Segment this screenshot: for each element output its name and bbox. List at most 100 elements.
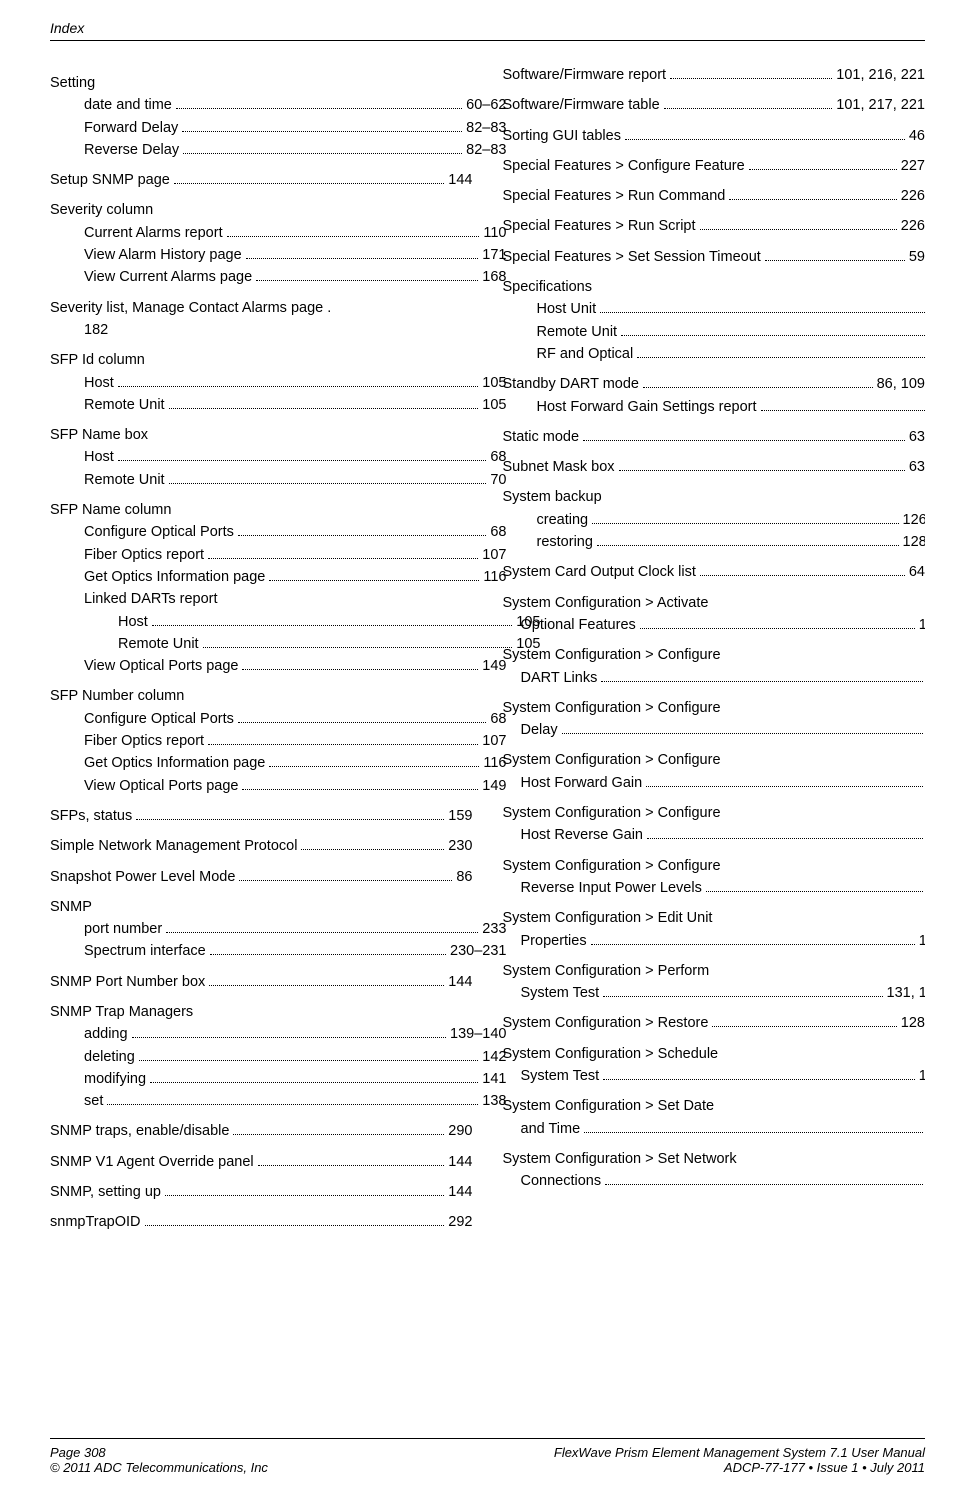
index-heading: SNMP	[50, 897, 473, 917]
index-entry-label: Reverse Delay	[84, 140, 179, 160]
leader-dots	[246, 248, 479, 259]
index-entry: System Test 131, 137	[503, 983, 926, 1003]
index-entry-label: Optional Features	[521, 615, 636, 635]
index-entry: System Configuration > Configure	[503, 645, 926, 665]
index-entry: SNMP traps, enable/disable290	[50, 1121, 473, 1141]
leader-dots	[664, 98, 833, 109]
leader-dots	[749, 159, 897, 170]
leader-dots	[242, 659, 478, 670]
index-heading: Severity column	[50, 200, 473, 220]
index-entry-label: Remote Unit	[84, 395, 165, 415]
index-entry-label: Host Forward Gain	[521, 773, 643, 793]
index-entry-page: 131, 137	[887, 983, 925, 1003]
index-entry-label: DART Links	[521, 668, 598, 688]
leader-dots	[233, 1124, 444, 1135]
leader-dots	[238, 525, 486, 536]
index-entry: SFPs, status159	[50, 806, 473, 826]
index-entry: View Optical Ports page149	[50, 776, 507, 796]
index-entry: Get Optics Information page116	[50, 567, 507, 587]
leader-dots	[169, 398, 479, 409]
leader-dots	[603, 1069, 915, 1080]
index-entry-label: Current Alarms report	[84, 223, 223, 243]
index-entry: Host Reverse Gain88	[503, 825, 926, 845]
leader-dots	[132, 1027, 447, 1038]
index-entry: Host Forward Gain86	[503, 773, 926, 793]
leader-dots	[176, 98, 462, 109]
index-entry-label: Configure Optical Ports	[84, 709, 234, 729]
leader-dots	[227, 226, 480, 237]
index-entry-page: 128–130	[903, 532, 925, 552]
index-entry: adding139–140	[50, 1024, 507, 1044]
index-entry-page: 86, 109	[877, 374, 925, 394]
index-entry-label: port number	[84, 919, 162, 939]
index-entry-label: set	[84, 1091, 103, 1111]
index-entry-page: 135	[919, 1066, 925, 1086]
leader-dots	[637, 347, 925, 358]
leader-dots	[625, 128, 905, 139]
index-entry-page: 82–83	[466, 140, 506, 160]
leader-dots	[643, 377, 873, 388]
leader-dots	[150, 1072, 478, 1083]
index-entry: System Configuration > Activate	[503, 593, 926, 613]
leader-dots	[107, 1094, 478, 1105]
index-entry-label: Setup SNMP page	[50, 170, 170, 190]
index-entry: Host Forward Gain Settings report108	[503, 397, 926, 417]
index-entry-label: RF and Optical	[537, 344, 634, 364]
index-entry: Software/Firmware report101, 216, 221	[503, 65, 926, 85]
index-entry: System Configuration > Set Date	[503, 1096, 926, 1116]
index-entry-page: 139–140	[450, 1024, 506, 1044]
index-entry: Software/Firmware table101, 217, 221	[503, 95, 926, 115]
leader-dots	[145, 1215, 445, 1226]
index-entry: System Card Output Clock list 64	[503, 562, 926, 582]
leader-dots	[203, 637, 513, 648]
index-entry-label: View Optical Ports page	[84, 776, 238, 796]
index-entry: Reverse Delay 82–83	[50, 140, 507, 160]
index-entry-page: 86	[456, 867, 472, 887]
index-entry: deleting142	[50, 1047, 507, 1067]
index-entry-label: Host	[118, 612, 148, 632]
index-entry: System Configuration > Restore128	[503, 1013, 926, 1033]
index-entry: View Current Alarms page168	[50, 267, 507, 287]
leader-dots	[210, 944, 446, 955]
index-entry-label: SFPs, status	[50, 806, 132, 826]
leader-dots	[591, 933, 915, 944]
index-entry-page: 290	[448, 1121, 472, 1141]
index-entry-label: System Test	[521, 983, 600, 1003]
index-entry: Remote Unit35	[503, 322, 926, 342]
index-entry: Static mode63	[503, 427, 926, 447]
footer-doc-id: ADCP-77-177 • Issue 1 • July 2011	[554, 1460, 925, 1475]
index-entry-page: 226	[901, 186, 925, 206]
index-entry-page: 64	[909, 562, 925, 582]
index-entry: snmpTrapOID292	[50, 1212, 473, 1232]
index-entry-label: Software/Firmware report	[503, 65, 667, 85]
index-entry: Fiber Optics report107	[50, 731, 507, 751]
index-heading: SNMP Trap Managers	[50, 1002, 473, 1022]
footer-manual-title: FlexWave Prism Element Management System…	[554, 1445, 925, 1460]
index-entry-label: System Card Output Clock list	[503, 562, 696, 582]
index-entry-page: 128	[901, 1013, 925, 1033]
index-entry-page: 60–62	[466, 95, 506, 115]
index-entry-page: 144	[448, 170, 472, 190]
right-column: Software/Firmware report101, 216, 221Sof…	[503, 65, 926, 1418]
leader-dots	[208, 734, 478, 745]
index-entry-label: Connections	[521, 1171, 602, 1191]
index-entry: creating126–127	[503, 510, 926, 530]
index-heading: SFP Id column	[50, 350, 473, 370]
index-entry-label: View Current Alarms page	[84, 267, 252, 287]
leader-dots	[583, 430, 905, 441]
index-entry-label: Reverse Input Power Levels	[521, 878, 702, 898]
leader-dots	[165, 1185, 444, 1196]
leader-dots	[152, 614, 512, 625]
index-entry-label: View Optical Ports page	[84, 656, 238, 676]
index-entry: Reverse Input Power Levels94	[503, 878, 926, 898]
leader-dots	[242, 778, 478, 789]
index-entry-label: Special Features > Configure Feature	[503, 156, 745, 176]
index-entry-label: Delay	[521, 720, 558, 740]
leader-dots	[619, 460, 905, 471]
leader-dots	[118, 375, 478, 386]
leader-dots	[183, 143, 462, 154]
index-entry-page: 82–83	[466, 118, 506, 138]
index-entry: Special Features > Configure Feature227	[503, 156, 926, 176]
index-entry: System Configuration > Set Network	[503, 1149, 926, 1169]
leader-dots	[238, 712, 486, 723]
